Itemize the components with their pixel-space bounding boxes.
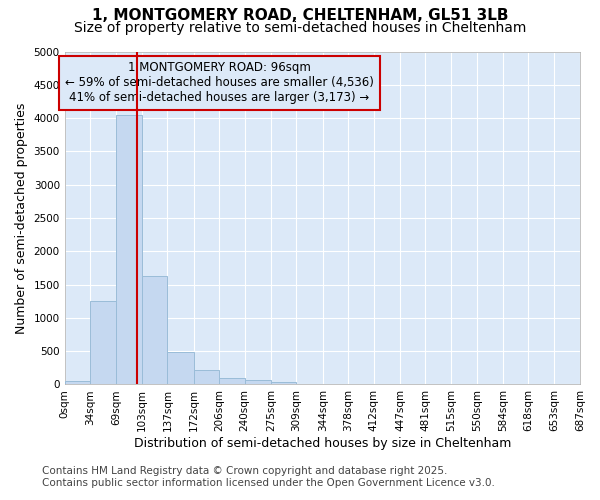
X-axis label: Distribution of semi-detached houses by size in Cheltenham: Distribution of semi-detached houses by …	[134, 437, 511, 450]
Bar	[116, 115, 142, 384]
Bar	[167, 352, 194, 384]
Text: Size of property relative to semi-detached houses in Cheltenham: Size of property relative to semi-detach…	[74, 21, 526, 35]
Text: 1 MONTGOMERY ROAD: 96sqm
← 59% of semi-detached houses are smaller (4,536)
41% o: 1 MONTGOMERY ROAD: 96sqm ← 59% of semi-d…	[65, 62, 374, 104]
Bar	[65, 381, 90, 384]
Bar	[142, 276, 167, 384]
Text: 1, MONTGOMERY ROAD, CHELTENHAM, GL51 3LB: 1, MONTGOMERY ROAD, CHELTENHAM, GL51 3LB	[92, 8, 508, 22]
Y-axis label: Number of semi-detached properties: Number of semi-detached properties	[15, 102, 28, 334]
Bar	[90, 301, 116, 384]
Bar	[194, 370, 219, 384]
Bar	[271, 382, 296, 384]
Text: Contains HM Land Registry data © Crown copyright and database right 2025.
Contai: Contains HM Land Registry data © Crown c…	[42, 466, 495, 487]
Bar	[219, 378, 245, 384]
Bar	[245, 380, 271, 384]
